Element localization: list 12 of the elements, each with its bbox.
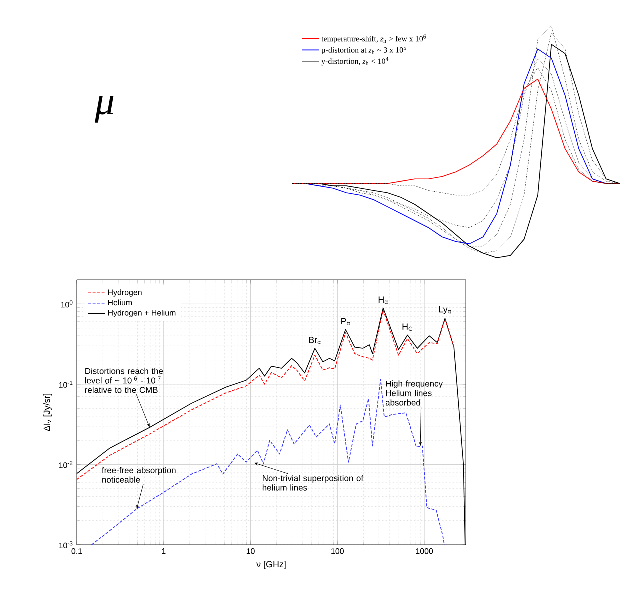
annotation: P$_{α}$ bbox=[342, 318, 350, 326]
annotation: H$_{C}$ bbox=[402, 324, 413, 332]
annotation: H$_{α}$ bbox=[378, 296, 388, 304]
annotation: free-free absorption noticeable bbox=[102, 467, 176, 483]
annotation: Ly$_{α}$ bbox=[439, 306, 452, 314]
text: μ bbox=[95, 96, 114, 123]
annotation: High frequency Helium lines absorbed bbox=[386, 380, 443, 406]
annotation: Non-trivial superposition of helium lines bbox=[262, 475, 364, 491]
annotation: Distortions reach the level of ~ 10$^{-6}$ - 10$^{-7}$ relative to the CMB bbox=[85, 368, 164, 394]
annotation: Br$_{α}$ bbox=[309, 337, 321, 344]
y-axis-title: ΔI$_{ν}$ [Jy/sr] bbox=[44, 394, 52, 432]
x-axis-title: ν [GHz] bbox=[256, 561, 286, 570]
